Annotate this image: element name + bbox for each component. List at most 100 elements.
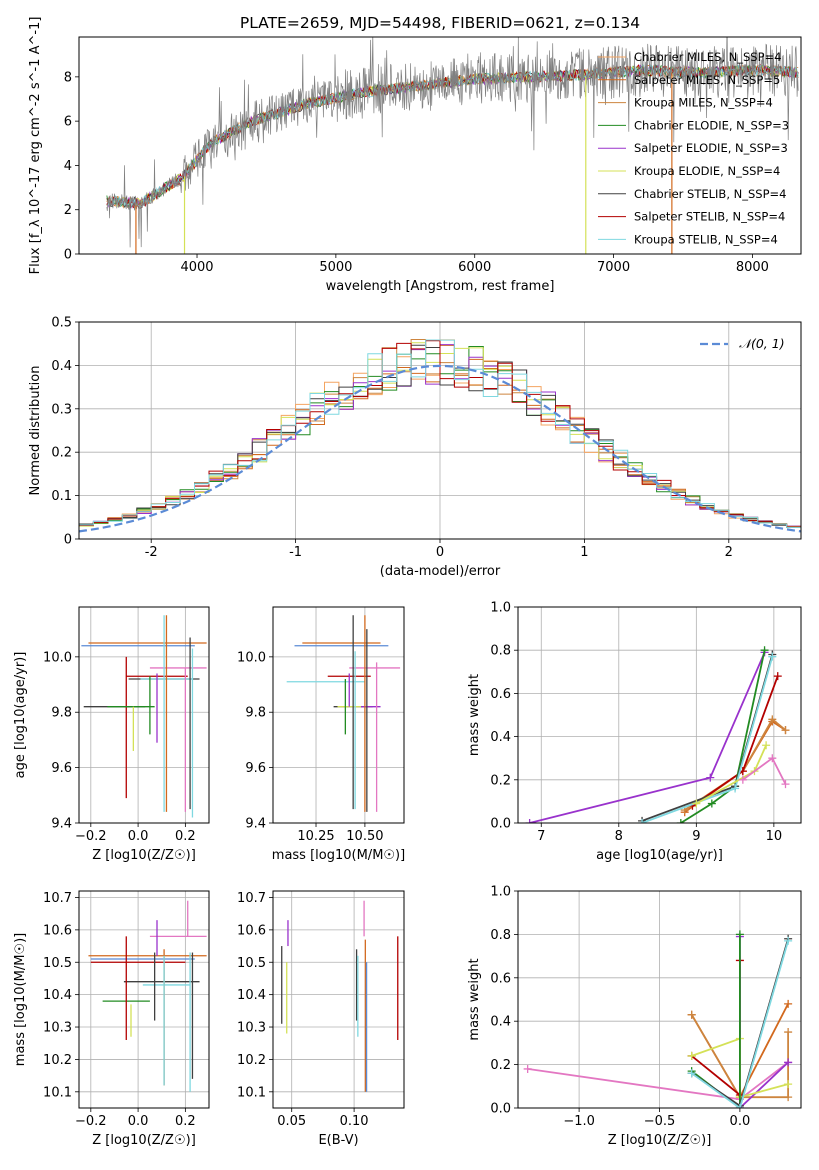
y-tick-label: 0.8 xyxy=(490,928,511,943)
y-tick-label: 10.4 xyxy=(43,988,72,1003)
axes-frame xyxy=(78,606,210,824)
legend-label: Kroupa MILES, N_SSP=4 xyxy=(634,96,773,110)
x-tick-label: 0.0 xyxy=(128,829,149,844)
x-tick-label: 5000 xyxy=(319,260,352,275)
plot-area xyxy=(281,900,399,1092)
legend-label: Kroupa STELIB, N_SSP=4 xyxy=(634,232,778,246)
weight-point xyxy=(784,1080,793,1089)
x-tick-label: 0.05 xyxy=(277,1114,306,1129)
chart-age_vs_Z: −0.2 0.0 0.2 9.4 9.6 9.8 10.0 Z [log10(Z/Z☉)] ag… xyxy=(13,606,210,863)
x-tick-label: 8 xyxy=(615,829,623,844)
y-tick-label: 10.3 xyxy=(237,1021,266,1036)
y-axis-label: Normed distribution xyxy=(28,366,43,496)
axes-frame xyxy=(78,890,210,1109)
y-tick-label: 10.6 xyxy=(43,923,72,938)
weight-point xyxy=(525,819,534,823)
weight-point xyxy=(773,672,782,681)
x-tick-label: 10.25 xyxy=(297,829,334,844)
x-axis-label: Z [log10(Z/Z☉)] xyxy=(92,1133,196,1148)
weight-point xyxy=(687,1069,696,1078)
weight-point xyxy=(735,1104,744,1108)
y-tick-label: 0.6 xyxy=(490,971,511,986)
x-axis-label: (data-model)/error xyxy=(380,564,501,579)
axes-frame xyxy=(272,890,405,1109)
legend-label: Salpeter STELIB, N_SSP=4 xyxy=(634,210,785,224)
weight-series xyxy=(680,650,766,823)
y-tick-label: 10.5 xyxy=(43,956,72,971)
y-tick-label: 0.2 xyxy=(490,773,511,788)
plot-area xyxy=(525,646,790,823)
y-axis-label: mass [log10(M/M☉)] xyxy=(13,933,28,1066)
y-tick-label: 9.8 xyxy=(245,706,266,721)
x-axis-label: wavelength [Angstrom, rest frame] xyxy=(326,279,555,294)
x-tick-label: −0.2 xyxy=(75,1114,107,1129)
weight-point xyxy=(707,799,716,808)
x-tick-label: 0.2 xyxy=(175,829,196,844)
y-tick-label: 8 xyxy=(64,70,72,85)
weight-point xyxy=(692,799,701,808)
chart-age_vs_mass: 10.25 10.50 9.4 9.6 9.8 10.0 mass [log10(M/M☉)… xyxy=(237,606,405,863)
y-tick-label: 0.4 xyxy=(51,359,72,374)
y-tick-label: 2 xyxy=(64,203,72,218)
y-tick-label: 9.4 xyxy=(245,817,266,832)
plot-area xyxy=(286,615,401,812)
x-tick-label: −0.5 xyxy=(644,1114,676,1129)
y-tick-label: 0.0 xyxy=(490,1102,511,1117)
plot-area xyxy=(81,615,207,818)
x-tick-label: 2 xyxy=(725,545,733,560)
y-tick-label: 10.7 xyxy=(43,891,72,906)
x-tick-label: 0.0 xyxy=(128,1114,149,1129)
weight-point xyxy=(738,775,747,784)
weight-point xyxy=(687,1010,696,1019)
weight-point xyxy=(523,1064,532,1073)
weight-point xyxy=(735,930,744,939)
y-tick-label: 10.6 xyxy=(237,923,266,938)
weight-point xyxy=(638,819,647,823)
y-tick-label: 9.8 xyxy=(51,706,72,721)
plot-area xyxy=(88,900,207,1092)
axes-frame xyxy=(78,321,802,540)
weight-point xyxy=(687,1051,696,1060)
plot-area xyxy=(106,37,799,254)
chart-mass_vs_ebv: 0.05 0.10 10.1 10.2 10.3 10.4 10.5 10.6 10.7 E(B-… xyxy=(237,890,405,1148)
y-tick-label: 10.7 xyxy=(237,891,266,906)
chart-mass_weight_vs_age: 7 8 9 10 0.0 0.2 0.4 0.6 0.8 1.0 age [log10(age/yr… xyxy=(467,601,802,863)
chart-residuals: -2 -1 0 1 2 0 0.1 0.2 0.3 0.4 0.5 (data-model)/erro… xyxy=(28,316,802,579)
y-tick-label: 0.3 xyxy=(51,402,72,417)
x-tick-label: -1 xyxy=(289,545,302,560)
x-tick-label: 10 xyxy=(766,829,783,844)
y-tick-label: 10.3 xyxy=(43,1021,72,1036)
observed-spectrum xyxy=(106,37,799,248)
y-axis-label: mass weight xyxy=(467,958,482,1040)
x-tick-label: 0 xyxy=(436,545,444,560)
weight-point xyxy=(784,1093,793,1102)
axes-frame xyxy=(272,606,405,824)
y-tick-label: 0.4 xyxy=(490,1015,511,1030)
x-tick-label: 9 xyxy=(692,829,700,844)
plot-area xyxy=(79,339,801,533)
x-axis-label: E(B-V) xyxy=(318,1133,358,1148)
weight-point xyxy=(676,819,685,823)
x-axis-label: Z [log10(Z/Z☉)] xyxy=(92,848,196,863)
x-tick-label: 4000 xyxy=(180,260,213,275)
weight-series xyxy=(684,717,787,811)
x-tick-label: −0.2 xyxy=(75,829,107,844)
weight-point xyxy=(768,652,777,661)
legend: 𝒩(0, 1) xyxy=(700,336,785,351)
y-tick-label: 9.6 xyxy=(51,761,72,776)
x-tick-label: 7 xyxy=(537,829,545,844)
weight-point xyxy=(784,936,793,945)
weight-point xyxy=(784,1058,793,1067)
y-tick-label: 10.1 xyxy=(237,1085,266,1100)
y-tick-label: 0.1 xyxy=(51,489,72,504)
axes-frame xyxy=(517,890,802,1109)
weight-series xyxy=(691,940,789,1108)
y-tick-label: 9.6 xyxy=(245,761,266,776)
legend-label: Chabrier ELODIE, N_SSP=3 xyxy=(634,118,789,132)
y-axis-label: mass weight xyxy=(467,674,482,756)
y-tick-label: 10.2 xyxy=(43,1053,72,1068)
chart-mass_vs_Z: −0.2 0.0 0.2 10.1 10.2 10.3 10.4 10.5 10.6 10.7 Z … xyxy=(13,890,210,1148)
weight-point xyxy=(784,999,793,1008)
y-axis-label: age [log10(age/yr)] xyxy=(13,652,28,779)
